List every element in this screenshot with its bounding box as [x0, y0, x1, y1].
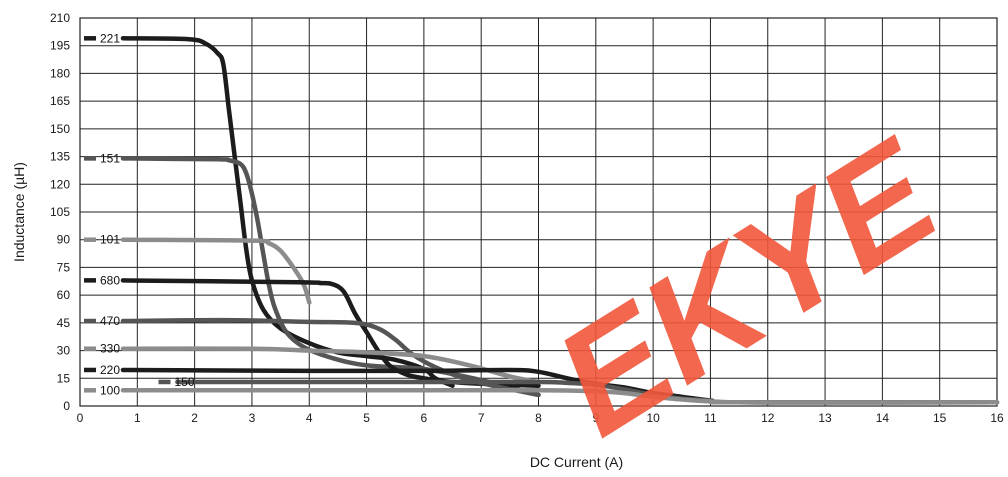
curve-label-330: 330 — [100, 342, 120, 356]
y-tick-label: 165 — [50, 94, 70, 108]
x-tick-label: 13 — [818, 411, 832, 425]
x-tick-label: 5 — [363, 411, 370, 425]
x-tick-label: 8 — [535, 411, 542, 425]
series-line-100 — [120, 387, 1000, 405]
y-tick-label: 135 — [50, 150, 70, 164]
curve-label-100: 100 — [100, 383, 120, 397]
curve-label-150: 150 — [175, 375, 195, 389]
y-tick-label: 45 — [57, 316, 71, 330]
x-tick-label: 9 — [592, 411, 599, 425]
y-tick-label: 150 — [50, 122, 70, 136]
x-tick-labels: 0 1 2 3 4 5 6 7 8 9 10 11 12 13 14 15 16 — [77, 411, 1004, 425]
x-tick-label: 4 — [306, 411, 313, 425]
series-line-151 — [120, 156, 541, 398]
x-tick-label: 11 — [704, 411, 717, 425]
curve-label-470: 470 — [100, 314, 120, 328]
watermark-text: EKYE — [528, 106, 967, 467]
x-tick-label: 14 — [876, 411, 890, 425]
x-tick-label: 15 — [933, 411, 947, 425]
x-axis-title: DC Current (A) — [530, 454, 623, 470]
y-tick-label: 180 — [50, 66, 70, 80]
series-curves — [120, 36, 1000, 405]
curve-label-220: 220 — [100, 363, 120, 377]
curve-label-680: 680 — [100, 273, 120, 287]
watermark-logo: EKYE — [528, 106, 967, 467]
y-tick-label: 30 — [57, 344, 71, 358]
x-tick-label: 0 — [77, 411, 84, 425]
x-tick-label: 16 — [990, 411, 1004, 425]
y-tick-label: 0 — [63, 399, 70, 413]
y-tick-label: 120 — [50, 177, 70, 191]
x-tick-label: 6 — [421, 411, 428, 425]
y-tick-label: 210 — [50, 11, 70, 25]
curve-labels: 221 151 101 680 470 330 220 150 100 — [84, 31, 195, 397]
y-tick-label: 105 — [50, 205, 70, 219]
x-tick-label: 12 — [761, 411, 775, 425]
y-tick-label: 195 — [50, 39, 70, 53]
y-tick-label: 15 — [57, 371, 71, 385]
series-line-330 — [120, 346, 541, 385]
curve-label-151: 151 — [100, 151, 120, 165]
y-tick-labels: 0 15 30 45 60 75 90 105 120 135 150 165 180 195 210 — [50, 11, 70, 413]
y-tick-label: 90 — [57, 233, 71, 247]
y-axis-title: Inductance (µH) — [11, 162, 27, 262]
x-tick-label: 10 — [646, 411, 660, 425]
series-line-101 — [120, 237, 312, 305]
plot-border — [79, 17, 998, 407]
x-tick-label: 2 — [191, 411, 198, 425]
curve-label-101: 101 — [100, 233, 120, 247]
x-tick-label: 3 — [249, 411, 256, 425]
x-tick-label: 1 — [134, 411, 141, 425]
y-tick-label: 75 — [57, 260, 71, 274]
x-tick-label: 7 — [478, 411, 485, 425]
curve-label-221: 221 — [100, 31, 120, 45]
y-tick-label: 60 — [57, 288, 71, 302]
